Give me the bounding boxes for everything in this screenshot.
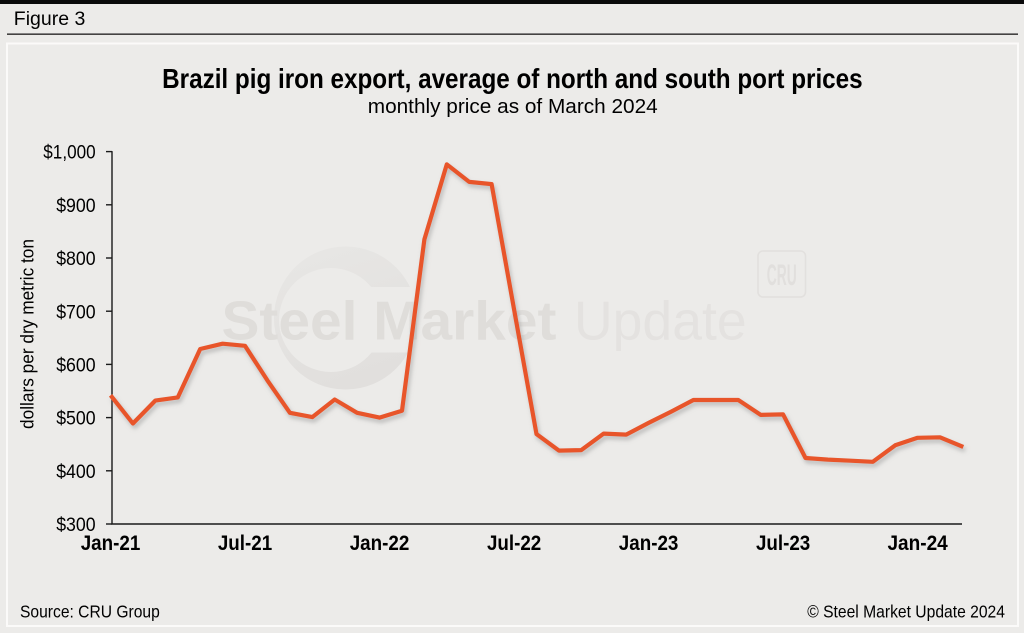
svg-text:Brazil pig iron export, averag: Brazil pig iron export, average of north… bbox=[162, 62, 863, 94]
svg-text:Jan-24: Jan-24 bbox=[887, 532, 948, 555]
svg-text:monthly price as of March 2024: monthly price as of March 2024 bbox=[368, 96, 658, 118]
svg-text:$700: $700 bbox=[56, 302, 95, 323]
svg-text:dollars per dry metric ton: dollars per dry metric ton bbox=[18, 239, 38, 429]
svg-text:$400: $400 bbox=[56, 462, 95, 483]
svg-text:Jul-23: Jul-23 bbox=[756, 532, 810, 555]
svg-text:CRU: CRU bbox=[767, 259, 797, 292]
svg-text:$500: $500 bbox=[56, 409, 95, 430]
svg-text:$900: $900 bbox=[56, 196, 95, 217]
svg-text:$300: $300 bbox=[56, 515, 95, 536]
svg-text:$600: $600 bbox=[56, 356, 95, 377]
svg-text:Source: CRU Group: Source: CRU Group bbox=[20, 602, 160, 622]
svg-text:Jan-21: Jan-21 bbox=[81, 532, 141, 555]
svg-text:$800: $800 bbox=[56, 249, 95, 270]
svg-text:© Steel Market Update 2024: © Steel Market Update 2024 bbox=[807, 602, 1005, 622]
svg-text:$1,000: $1,000 bbox=[43, 143, 95, 164]
svg-text:Jul-21: Jul-21 bbox=[218, 532, 273, 555]
svg-text:Jan-23: Jan-23 bbox=[619, 532, 679, 555]
svg-text:Steel Market: Steel Market bbox=[222, 290, 557, 352]
svg-text:Jan-22: Jan-22 bbox=[350, 532, 410, 555]
svg-text:Figure 3: Figure 3 bbox=[14, 8, 86, 30]
svg-text:Update: Update bbox=[574, 290, 747, 352]
svg-text:Jul-22: Jul-22 bbox=[487, 532, 541, 555]
